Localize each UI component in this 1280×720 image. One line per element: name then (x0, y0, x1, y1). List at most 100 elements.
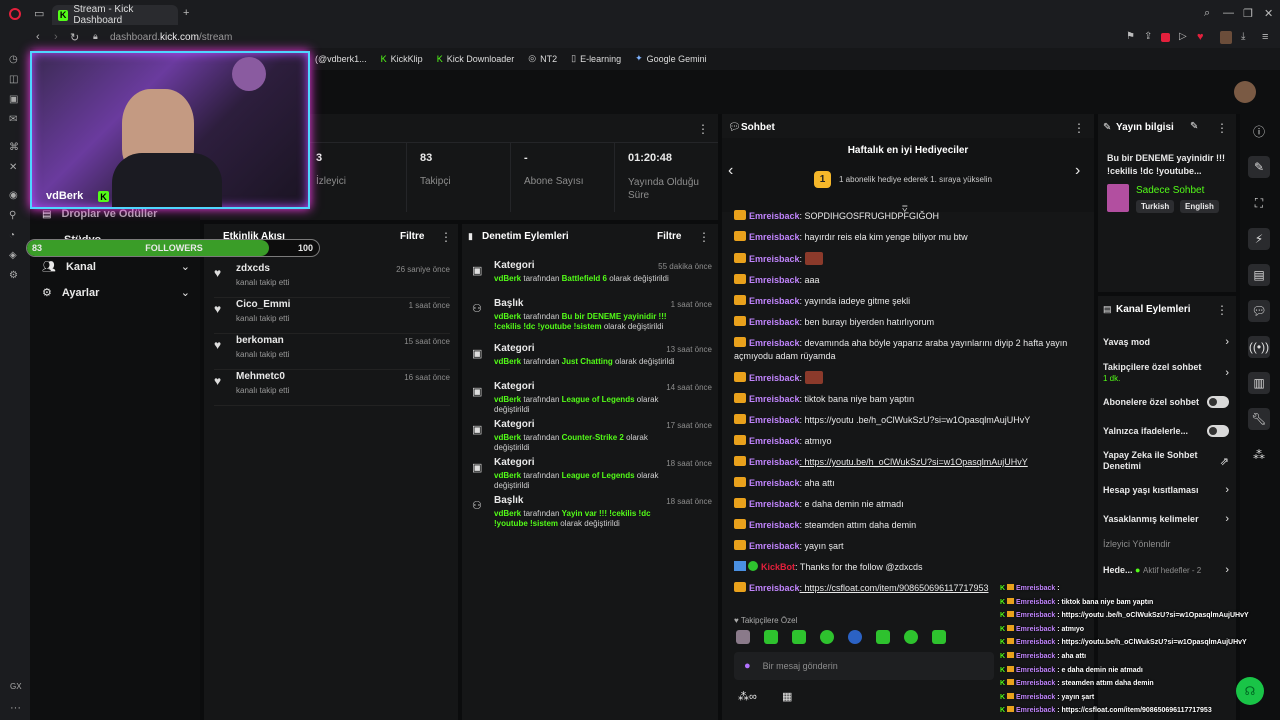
emote-icon[interactable] (792, 630, 806, 644)
chat-username[interactable]: Emreisback (749, 338, 800, 348)
modlog-filter-button[interactable]: Filtre (657, 231, 682, 242)
search-icon[interactable]: ⌕ (1204, 7, 1211, 19)
chat-username[interactable]: Emreisback (749, 457, 800, 467)
more-options-icon[interactable]: ⋮ (440, 230, 452, 244)
emote-icon[interactable] (932, 630, 946, 644)
emote-icon[interactable] (876, 630, 890, 644)
profile-avatar-icon[interactable] (1220, 31, 1232, 44)
subscribers-only-toggle[interactable] (1207, 396, 1229, 408)
kick-side-icon[interactable]: ⌘ (9, 142, 19, 153)
url-field[interactable]: dashboard.kick.com/stream (110, 32, 233, 43)
more-options-icon[interactable]: ⋮ (698, 230, 710, 244)
more-options-icon[interactable]: ⋮ (697, 122, 709, 136)
chat-username[interactable]: Emreisback (749, 373, 800, 383)
more-options-icon[interactable]: ⋮ (1216, 303, 1228, 317)
emote-icon[interactable] (904, 630, 918, 644)
nav-item-drops[interactable]: ▤ Droplar ve Ödüller (42, 208, 158, 220)
more-options-icon[interactable]: ⋮ (1216, 121, 1228, 135)
activity-user[interactable]: zdxcds (236, 263, 270, 274)
chat-input[interactable]: ● Bir mesaj gönderin (734, 652, 994, 680)
maximize-icon[interactable]: ❐ (1243, 8, 1253, 20)
document-icon[interactable]: ▤ (1248, 264, 1270, 286)
collapse-icon[interactable]: ⩢ (902, 204, 908, 214)
action-account-age[interactable]: Hesap yaşı kısıtlaması › (1103, 484, 1229, 496)
wrench-icon[interactable]: 🔧︎ (1248, 408, 1270, 430)
apps-icon[interactable]: ⁂ (1253, 448, 1265, 462)
cube-icon[interactable]: ◈ (9, 250, 17, 261)
chat-username[interactable]: Emreisback (749, 232, 800, 242)
share-icon[interactable]: ⇪ (1144, 31, 1153, 42)
chevron-right-icon[interactable]: › (1075, 162, 1081, 179)
x-twitter-icon[interactable]: ✕ (9, 162, 18, 173)
layout-icon[interactable]: ▥ (1248, 372, 1270, 394)
action-goals[interactable]: Hede... ● Aktif hedefler - 2 › (1103, 564, 1229, 576)
chat-username[interactable]: Emreisback (749, 394, 800, 404)
chat-username[interactable]: Emreisback (749, 275, 800, 285)
nav-item-settings[interactable]: ⚙ Ayarlar ⌄ (42, 286, 190, 300)
close-icon[interactable]: ✕ (1264, 8, 1274, 20)
bookmark-item[interactable]: K Kick Downloader (436, 53, 515, 64)
mail-icon[interactable]: ✉ (9, 114, 18, 125)
minimize-icon[interactable]: — (1223, 7, 1234, 19)
activity-filter-button[interactable]: Filtre (400, 231, 425, 242)
new-tab-icon[interactable]: + (183, 7, 190, 19)
bookmark-item[interactable]: ✦ Google Gemini (635, 53, 707, 64)
menu-icon[interactable]: ≡ (1262, 31, 1269, 43)
play-icon[interactable]: ▷ (1179, 31, 1187, 42)
image-icon[interactable]: ▣ (9, 94, 19, 105)
action-banned-words[interactable]: Yasaklanmış kelimeler › (1103, 513, 1229, 525)
bookmark-icon[interactable]: ⚑ (1126, 31, 1135, 42)
chat-username[interactable]: Emreisback (749, 478, 800, 488)
bookmark-item[interactable]: K KickKlip (380, 53, 423, 64)
chat-username[interactable]: KickBot (761, 562, 796, 572)
bookmark-item[interactable]: ▯ E-learning (571, 53, 622, 64)
chat-username[interactable]: Emreisback (749, 436, 800, 446)
chat-icon[interactable]: 💬︎ (1248, 300, 1270, 322)
player-icon[interactable]: ◉ (9, 190, 18, 201)
history-icon[interactable]: ◷ (9, 54, 18, 65)
pencil-icon[interactable]: ✎ (1248, 156, 1270, 178)
shop-icon[interactable]: ◫ (9, 74, 19, 85)
tab-menu-icon[interactable]: ▭ (34, 8, 45, 20)
broadcast-icon[interactable]: ((•)) (1248, 336, 1270, 358)
back-icon[interactable]: ‹ (36, 31, 40, 43)
action-emote-only[interactable]: Yalnızca ifadelerle... (1103, 425, 1229, 437)
edit-icon[interactable]: ✎ (1190, 121, 1199, 132)
emote-icon[interactable] (736, 630, 750, 644)
chat-username[interactable]: Emreisback (749, 254, 800, 264)
lightning-icon[interactable]: ⚡︎ (1248, 228, 1270, 250)
activity-user[interactable]: Cico_Emmi (236, 299, 291, 310)
action-slow-mode[interactable]: Yavaş mod › (1103, 336, 1229, 348)
nav-item-channel[interactable]: 👥︎ Kanal ⌄ (42, 260, 190, 274)
tab-kick-dashboard[interactable]: K Stream - Kick Dashboard (52, 4, 178, 26)
activity-user[interactable]: Mehmetc0 (236, 371, 285, 382)
action-raid[interactable]: İzleyici Yönlendir (1103, 539, 1171, 549)
chat-username[interactable]: Emreisback (749, 583, 800, 593)
heart-icon[interactable]: ♥ (1197, 31, 1204, 43)
action-ai-moderation[interactable]: Yapay Zeka ile Sohbet Denetimi ⇗ (1103, 450, 1229, 471)
chat-username[interactable]: Emreisback (749, 499, 800, 509)
emote-icon[interactable] (764, 630, 778, 644)
more-options-icon[interactable]: ⋮ (1073, 121, 1085, 135)
action-subscribers-only[interactable]: Abonelere özel sohbet (1103, 396, 1229, 408)
pin-icon[interactable]: ⚲ (9, 210, 17, 221)
emote-icon[interactable] (820, 630, 834, 644)
extension-icon[interactable] (1161, 33, 1170, 42)
emote-icon[interactable] (848, 630, 862, 644)
user-avatar[interactable] (1234, 81, 1256, 103)
chat-username[interactable]: Emreisback (749, 520, 800, 530)
emote-only-toggle[interactable] (1207, 425, 1229, 437)
category-name[interactable]: Sadece Sohbet (1136, 185, 1205, 196)
chevron-left-icon[interactable]: ‹ (728, 162, 734, 179)
chat-username[interactable]: Emreisback (749, 541, 800, 551)
reload-icon[interactable]: ↻ (70, 32, 80, 44)
chat-username[interactable]: Emreisback (749, 317, 800, 327)
more-icon[interactable]: ··· (10, 702, 21, 714)
store-icon[interactable]: ▦ (782, 691, 793, 703)
chat-username[interactable]: Emreisback (749, 211, 800, 221)
settings-icon[interactable]: ⚙ (9, 270, 18, 281)
chat-username[interactable]: Emreisback (749, 415, 800, 425)
download-icon[interactable]: ⤓ (1241, 31, 1246, 42)
microphone-icon[interactable]: ● (744, 660, 751, 672)
bookmark-item[interactable]: ◎ NT2 (528, 53, 558, 64)
